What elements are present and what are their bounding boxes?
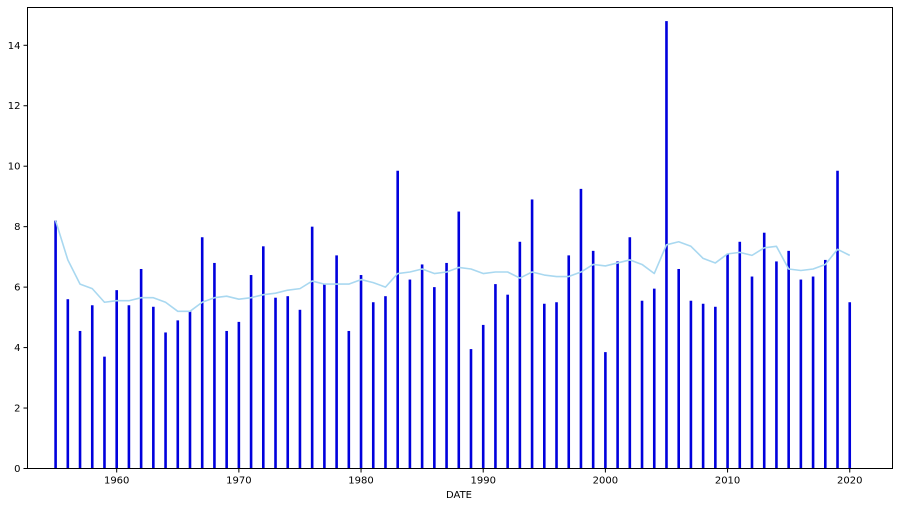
- plot-frame: [27, 7, 893, 469]
- bar: [579, 188, 583, 469]
- bar: [652, 288, 656, 469]
- bar: [457, 211, 461, 469]
- x-tick-label: 1990: [470, 476, 495, 487]
- bar: [762, 232, 766, 469]
- bar: [738, 241, 742, 469]
- bar: [750, 276, 754, 469]
- bar: [433, 287, 436, 469]
- y-tick-label: 12: [8, 101, 21, 112]
- bar: [628, 237, 632, 469]
- bar: [310, 226, 314, 469]
- y-tick-label: 0: [14, 464, 20, 475]
- bar: [848, 302, 852, 469]
- bar: [787, 250, 790, 469]
- x-tick-label: 1970: [226, 476, 251, 487]
- bar: [591, 250, 595, 469]
- x-tick-label: 2000: [593, 476, 618, 487]
- bar: [384, 296, 387, 469]
- bar: [237, 321, 241, 469]
- bar: [54, 220, 57, 469]
- bar: [506, 294, 509, 469]
- bar: [274, 297, 277, 469]
- bar: [481, 324, 485, 469]
- bar: [225, 330, 228, 469]
- bar: [408, 279, 412, 469]
- bar: [176, 320, 180, 469]
- bar: [494, 284, 497, 469]
- bar: [799, 279, 803, 469]
- bar: [543, 303, 546, 469]
- bar: [213, 262, 216, 469]
- bar: [188, 311, 192, 469]
- bar: [701, 303, 705, 469]
- x-axis: 1960 1970 1980 1990 2000 2010 2020: [104, 468, 862, 487]
- x-tick-label: 1960: [104, 476, 129, 487]
- x-tick-label: 2020: [837, 476, 862, 487]
- bar: [90, 305, 94, 469]
- y-tick-label: 2: [14, 404, 20, 415]
- bar: [261, 246, 265, 469]
- bar: [200, 237, 204, 469]
- bar: [103, 356, 106, 469]
- bar: [714, 306, 717, 469]
- bar: [249, 275, 253, 469]
- y-tick-label: 4: [14, 343, 20, 354]
- bar: [836, 170, 839, 469]
- bar: [359, 275, 363, 469]
- y-axis: 0 2 4 6 8 10 12 14: [8, 41, 28, 475]
- bar: [152, 306, 155, 469]
- bar: [347, 330, 351, 469]
- bar: [677, 268, 680, 469]
- bar: [824, 259, 827, 469]
- bar: [689, 300, 693, 469]
- bar: [115, 290, 118, 469]
- bar: [396, 170, 399, 469]
- bar: [127, 305, 131, 469]
- bar: [640, 300, 644, 469]
- bar: [604, 352, 607, 469]
- bar: [323, 284, 326, 469]
- bar: [530, 199, 534, 469]
- bar: [567, 255, 571, 469]
- bar: [298, 309, 302, 469]
- y-tick-label: 8: [14, 222, 20, 233]
- bar: [469, 349, 473, 469]
- bar: [518, 241, 522, 469]
- bar: [420, 264, 424, 469]
- x-tick-label: 2010: [715, 476, 740, 487]
- bar: [726, 253, 729, 469]
- bar: [78, 330, 82, 469]
- x-axis-label: DATE: [446, 490, 472, 501]
- bar: [335, 255, 338, 469]
- bar: [616, 261, 619, 469]
- bar: [66, 299, 70, 469]
- bar: [286, 296, 290, 469]
- x-tick-label: 1980: [348, 476, 373, 487]
- line-series: [54, 220, 851, 313]
- y-tick-label: 10: [8, 162, 21, 173]
- bar: [555, 302, 558, 469]
- bar: [445, 262, 448, 469]
- bar: [811, 276, 815, 469]
- y-tick-label: 6: [14, 283, 20, 294]
- bar: [775, 261, 778, 469]
- bar: [164, 332, 167, 469]
- bar: [371, 302, 375, 469]
- y-tick-label: 14: [8, 41, 21, 52]
- bar: [139, 268, 143, 469]
